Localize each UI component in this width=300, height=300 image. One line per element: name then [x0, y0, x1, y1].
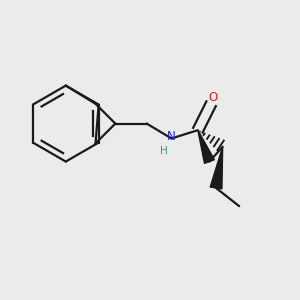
Polygon shape — [210, 147, 223, 189]
Polygon shape — [198, 130, 214, 164]
Text: O: O — [208, 91, 218, 104]
Text: H: H — [160, 146, 168, 156]
Text: N: N — [167, 130, 176, 143]
